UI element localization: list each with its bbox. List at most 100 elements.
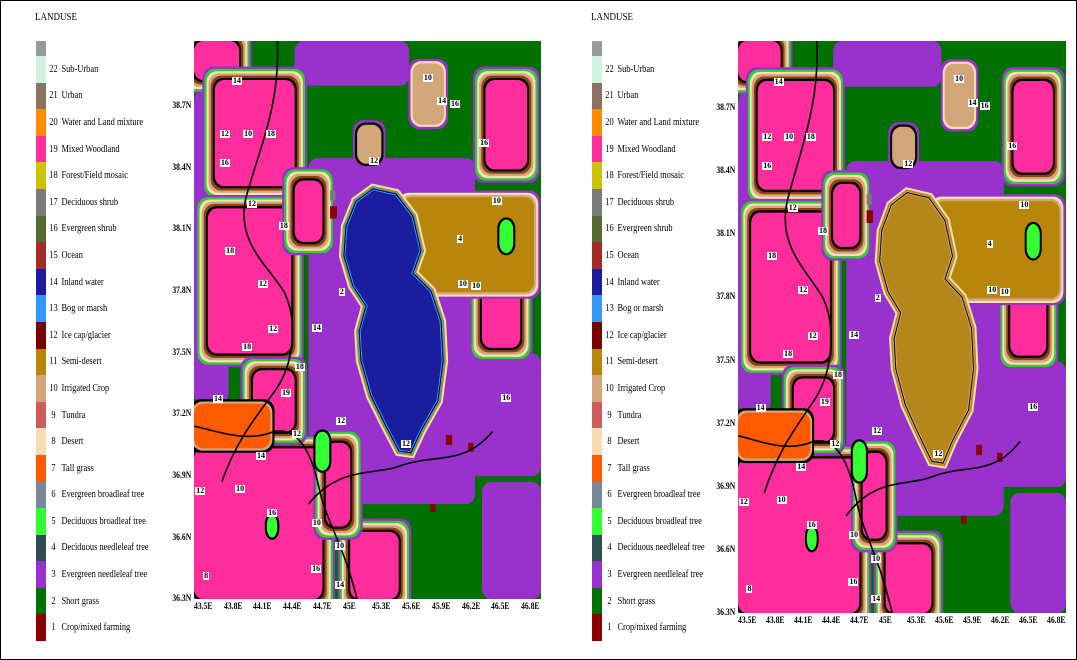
y-tick-label: 37.8N	[172, 285, 191, 296]
landuse-region	[1010, 492, 1066, 613]
legend-entry: 3 Evergreen needleleaf tree	[604, 569, 703, 580]
contour-label: 12	[807, 331, 818, 341]
y-tick-label: 38.7N	[172, 100, 191, 111]
legend-code: 12	[605, 329, 614, 341]
legend-label: Evergreen shrub	[61, 223, 117, 235]
y-tick-label: 36.6N	[716, 544, 735, 555]
legend-label: Deciduous needleleaf tree	[61, 542, 149, 554]
contour-label: 12	[219, 129, 230, 139]
contour-label: 10	[235, 484, 246, 494]
x-tick-label: 45E	[878, 615, 892, 625]
contour-label: 10	[243, 129, 254, 139]
legend-entry: 18 Forest/Field mosaic	[48, 170, 128, 181]
legend-swatch	[592, 295, 602, 322]
y-tick-label: 38.4N	[716, 164, 735, 175]
legend-entry: 4 Deciduous needleleaf tree	[604, 542, 704, 554]
x-tick-label: 44.4E	[283, 601, 302, 611]
legend-code: 13	[49, 303, 58, 315]
landuse-region	[194, 403, 271, 449]
legend-swatch	[592, 401, 602, 429]
legend-label: Tundra	[617, 409, 642, 421]
y-tick-label: 38.1N	[716, 228, 735, 239]
legend-label: Ice cap/glacier	[61, 329, 111, 341]
contour-label: 12	[369, 155, 380, 165]
contour-label: 10	[999, 287, 1010, 297]
legend-item-17: 17 Deciduous shrub	[36, 188, 206, 216]
legend-item-1: 1 Crop/mixed farming	[36, 614, 206, 642]
legend-label: Bog or marsh	[61, 303, 108, 315]
y-tick-label: 37.5N	[172, 346, 191, 357]
landuse-region	[325, 442, 351, 527]
legend-swatch	[36, 242, 46, 269]
legend-code: 2	[51, 595, 56, 607]
legend-swatch	[36, 614, 46, 642]
legend-swatch	[36, 295, 46, 322]
landuse-region	[833, 184, 860, 247]
contour-label: 12	[787, 203, 798, 213]
contour-label: 19	[280, 388, 291, 398]
contour-label: 4	[457, 234, 464, 244]
legend-code: 7	[51, 462, 56, 474]
contour-label: 16	[848, 577, 859, 587]
legend-swatch	[36, 534, 46, 562]
legend-item-3: 3 Evergreen needleleaf tree	[592, 561, 762, 588]
legend-code: 16	[49, 223, 58, 235]
y-tick-label: 38.7N	[716, 101, 735, 112]
legend-item-20: 20 Water and Land mixture	[592, 109, 762, 136]
legend-title: LANDUSE	[35, 12, 78, 23]
legend-label: Evergreen broadleaf tree	[61, 489, 145, 501]
contour-label: 14	[796, 461, 807, 471]
y-axis: 38.7N 38.4N 38.1N 37.8N 37.5N 37.2N 36.9N 36.6N…	[1, 41, 191, 603]
legend-code: 4	[607, 542, 612, 554]
contour-label: 14	[871, 593, 882, 603]
contour-label: 14	[773, 77, 784, 87]
legend-entry: 19 Mixed Woodland	[604, 144, 675, 155]
y-tick-label: 38.4N	[172, 161, 191, 172]
legend-code: 16	[605, 223, 614, 235]
legend-entry: 10 Irrigated Crop	[48, 383, 109, 394]
legend-label: Short grass	[617, 595, 656, 607]
legend-swatch	[592, 135, 602, 163]
x-tick-label: 46.5E	[1019, 615, 1038, 625]
contour-label: 12	[336, 415, 347, 425]
contour-label: 10	[335, 540, 346, 550]
contour-label: 18	[767, 251, 778, 261]
border-line	[194, 426, 357, 599]
legend-item-4: 4 Deciduous needleleaf tree	[36, 534, 206, 562]
left-panel: LANDUSE 22 Sub-Urban 21 Urban 20 Water and La…	[1, 1, 557, 659]
legend-swatch	[592, 162, 602, 189]
legend-swatch	[36, 428, 46, 455]
legend-label: Irrigated Crop	[617, 382, 666, 394]
legend-entry: 22 Sub-Urban	[48, 64, 98, 75]
legend-entry: 11 Semi-desert	[604, 356, 658, 368]
legend-item-9: 9 Tundra	[592, 401, 762, 429]
legend-code: 19	[49, 143, 58, 155]
legend-label: Deciduous shrub	[61, 196, 119, 208]
legend-code: 15	[605, 249, 614, 261]
x-tick-label: 44.1E	[794, 615, 813, 625]
map-canvas	[738, 41, 1066, 613]
legend-swatch	[36, 162, 46, 189]
landuse-region	[757, 81, 834, 190]
legend-item-8: 8 Desert	[592, 428, 762, 455]
x-tick-label: 43.5E	[738, 615, 757, 625]
legend-code: 6	[51, 489, 56, 501]
legend-item-7: 7 Tall grass	[592, 454, 762, 482]
legend-entry: 4 Deciduous needleleaf tree	[48, 542, 149, 553]
legend-label: Urban	[61, 90, 83, 102]
landuse-region	[294, 41, 410, 86]
legend-label: Water and Land mixture	[61, 116, 144, 128]
legend-entry: 2 Short grass	[604, 596, 655, 607]
legend-code: 15	[49, 249, 58, 261]
x-tick-label: 45.9E	[962, 615, 982, 625]
legend-swatch	[36, 56, 46, 83]
legend-label: Forest/Field mosaic	[61, 170, 128, 182]
legend-label: Sub-Urban	[61, 63, 99, 75]
legend-swatch	[592, 321, 602, 349]
contour-label: 12	[258, 278, 269, 288]
landuse-cell	[866, 210, 874, 223]
contour-label: 10	[471, 280, 482, 290]
legend-code: 10	[49, 382, 58, 394]
legend-label: Semi-desert	[617, 356, 658, 368]
legend-code: 22	[605, 63, 614, 75]
